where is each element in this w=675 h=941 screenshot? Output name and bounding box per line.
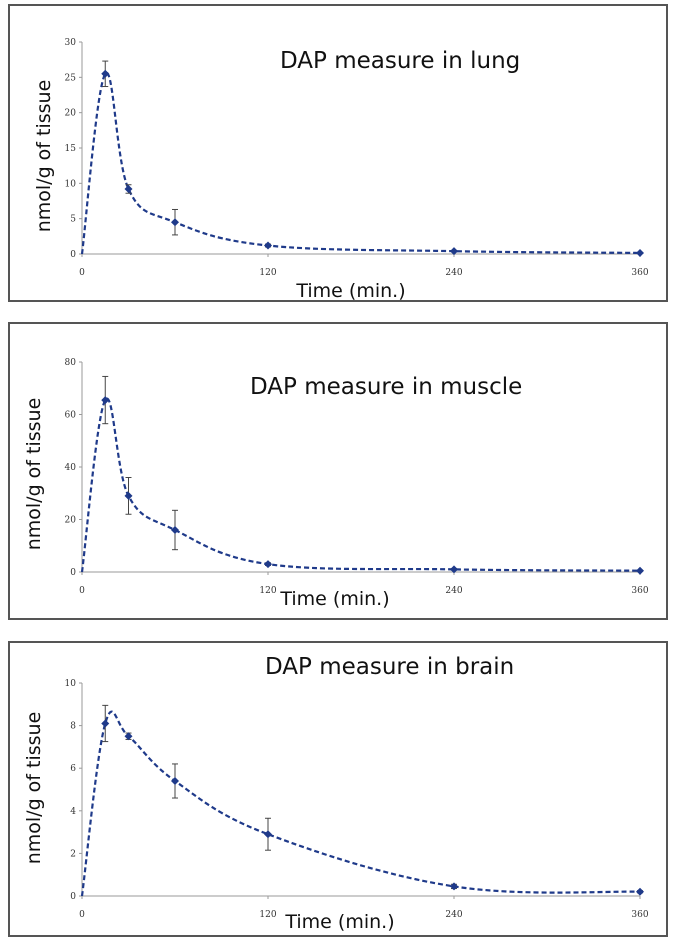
brain-chart-panel: DAP measure in brain nmol/g of tissue Ti… — [8, 641, 668, 937]
data-point — [101, 396, 110, 405]
x-tick-label: 360 — [631, 268, 648, 278]
data-point — [124, 491, 133, 500]
y-axis-label: nmol/g of tissue — [23, 712, 45, 865]
chart-title: DAP measure in muscle — [250, 374, 522, 400]
y-tick-label: 20 — [65, 516, 77, 526]
data-point — [124, 732, 133, 741]
x-tick-label: 0 — [79, 586, 85, 596]
brain-chart: DAP measure in brain nmol/g of tissue Ti… — [23, 654, 649, 933]
y-tick-label: 60 — [65, 411, 77, 421]
data-point — [636, 566, 644, 575]
x-axis-label: Time (min.) — [284, 911, 394, 933]
data-point — [171, 526, 179, 534]
y-tick-label: 40 — [65, 463, 77, 473]
x-axis-label: Time (min.) — [279, 588, 389, 610]
data-point — [124, 184, 133, 193]
data-point — [101, 69, 110, 78]
data-point — [636, 887, 644, 896]
x-tick-label: 240 — [445, 586, 462, 596]
y-tick-label: 25 — [65, 73, 77, 83]
x-tick-label: 120 — [259, 268, 276, 278]
muscle-chart-panel: DAP measure in muscle nmol/g of tissue T… — [8, 322, 668, 620]
data-point — [450, 247, 458, 256]
y-tick-label: 6 — [70, 764, 76, 774]
y-tick-label: 30 — [65, 38, 77, 48]
y-tick-label: 8 — [70, 722, 76, 732]
y-tick-label: 20 — [65, 109, 77, 119]
series-line — [80, 397, 641, 573]
x-tick-label: 120 — [259, 910, 276, 920]
x-axis-label: Time (min.) — [295, 280, 405, 300]
muscle-chart: DAP measure in muscle nmol/g of tissue T… — [23, 358, 649, 610]
y-axis-label: nmol/g of tissue — [33, 80, 55, 233]
series-line — [80, 710, 641, 897]
data-point — [264, 830, 272, 839]
series-line — [80, 71, 641, 255]
data-point — [264, 241, 272, 250]
x-tick-label: 360 — [631, 586, 648, 596]
y-tick-label: 0 — [70, 892, 76, 902]
y-tick-label: 15 — [65, 144, 77, 154]
y-tick-label: 0 — [70, 568, 76, 578]
data-point — [171, 218, 179, 227]
y-tick-label: 80 — [65, 358, 77, 368]
x-tick-label: 240 — [445, 268, 462, 278]
y-axis-label: nmol/g of tissue — [23, 398, 45, 551]
y-tick-label: 5 — [70, 215, 76, 225]
y-tick-label: 0 — [70, 250, 76, 260]
data-point — [450, 565, 458, 574]
data-point — [101, 719, 110, 728]
x-tick-label: 0 — [79, 268, 85, 278]
lung-chart: DAP measure in lung nmol/g of tissue Tim… — [33, 38, 649, 300]
data-point — [171, 776, 179, 785]
chart-title: DAP measure in lung — [280, 48, 520, 74]
data-point — [450, 882, 458, 891]
x-tick-label: 240 — [445, 910, 462, 920]
y-tick-label: 4 — [70, 807, 76, 817]
data-point — [264, 560, 272, 569]
lung-chart-panel: DAP measure in lung nmol/g of tissue Tim… — [8, 4, 668, 302]
x-tick-label: 360 — [631, 910, 648, 920]
x-tick-label: 0 — [79, 910, 85, 920]
y-tick-label: 2 — [70, 849, 76, 859]
data-point — [636, 248, 644, 257]
y-tick-label: 10 — [65, 679, 77, 689]
chart-title: DAP measure in brain — [265, 654, 514, 680]
x-tick-label: 120 — [259, 586, 276, 596]
y-tick-label: 10 — [65, 179, 77, 189]
